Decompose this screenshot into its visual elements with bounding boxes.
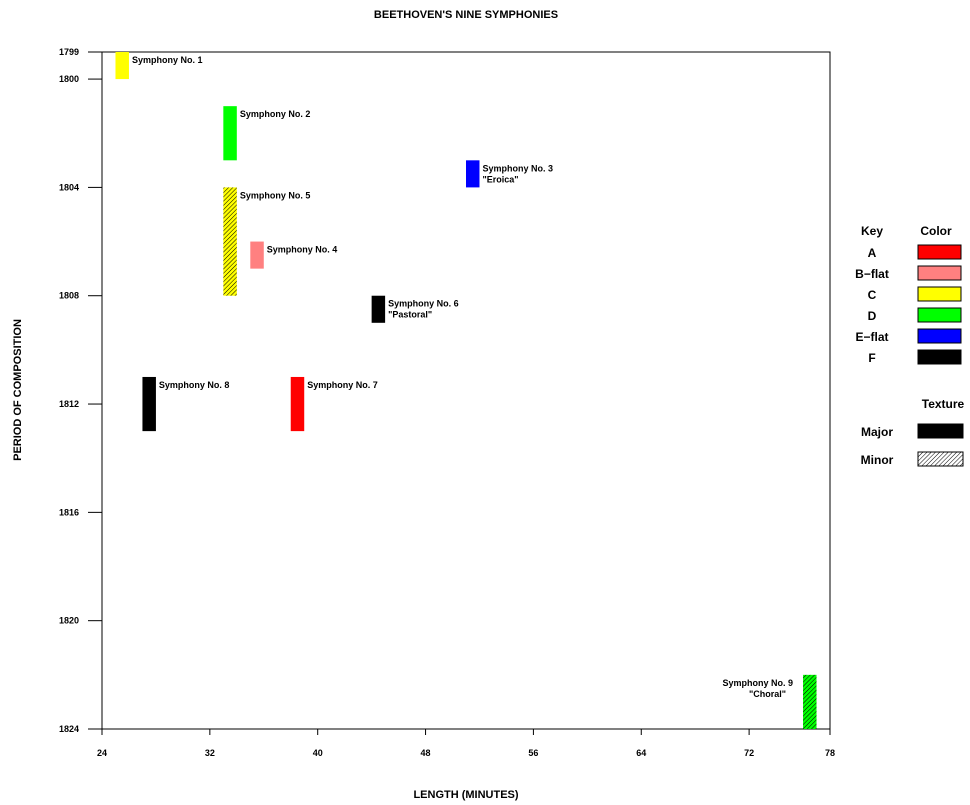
legend-color-swatch bbox=[917, 307, 962, 323]
bar bbox=[223, 106, 237, 161]
bar bbox=[803, 674, 817, 729]
bar-label: Symphony No. 6 bbox=[388, 299, 459, 309]
legend-key-label: D bbox=[868, 309, 877, 323]
x-tick-label: 40 bbox=[313, 748, 323, 758]
x-tick-label: 56 bbox=[528, 748, 538, 758]
bars: Symphony No. 1 Symphony No. 2 Symphony No.… bbox=[115, 52, 817, 729]
legend-color-swatch bbox=[917, 349, 962, 365]
plot-area bbox=[101, 51, 831, 730]
bar bbox=[115, 52, 129, 80]
legend-key-label: C bbox=[868, 288, 877, 302]
bar bbox=[250, 241, 264, 269]
legend-color-header: Color bbox=[920, 224, 952, 238]
y-axis-label: PERIOD OF COMPOSITION bbox=[12, 319, 24, 461]
bar bbox=[142, 376, 156, 432]
legend-key-label: A bbox=[868, 246, 877, 260]
x-tick-label: 32 bbox=[205, 748, 215, 758]
bar-label: Symphony No. 7 bbox=[307, 380, 378, 390]
legend-texture-header: Texture bbox=[922, 397, 965, 411]
legend-texture-label: Major bbox=[861, 425, 893, 439]
y-axis: 1799 1800 1804 1808 1812 1816 1820 1824 bbox=[59, 47, 102, 734]
bar-label: Symphony No. 4 bbox=[267, 245, 338, 255]
bar bbox=[466, 160, 480, 188]
bar bbox=[290, 376, 305, 432]
bar-sublabel: "Pastoral" bbox=[388, 310, 432, 320]
x-axis: 24 32 40 48 56 64 72 78 bbox=[97, 729, 835, 758]
bar bbox=[223, 187, 237, 296]
y-tick-label: 1824 bbox=[59, 724, 79, 734]
legend-texture-swatch bbox=[917, 423, 964, 439]
legend-key-label: E−flat bbox=[855, 330, 888, 344]
y-tick-label: 1799 bbox=[59, 47, 79, 57]
y-tick-label: 1804 bbox=[59, 182, 79, 192]
legend-key-label: F bbox=[868, 351, 875, 365]
legend-key-label: B−flat bbox=[855, 267, 889, 281]
y-tick-label: 1820 bbox=[59, 616, 79, 626]
chart-title: BEETHOVEN'S NINE SYMPHONIES bbox=[374, 9, 558, 21]
bar-label: Symphony No. 8 bbox=[159, 380, 230, 390]
bar-label: Symphony No. 9 bbox=[723, 678, 794, 688]
bar bbox=[371, 295, 386, 323]
legend: Key Color Texture A B−flat CD E−flat F Major M… bbox=[855, 224, 964, 467]
legend-color-swatch bbox=[917, 286, 962, 302]
x-tick-label: 64 bbox=[636, 748, 646, 758]
legend-color-swatch bbox=[917, 244, 962, 260]
bar-label: Symphony No. 1 bbox=[132, 55, 203, 65]
bar-label: Symphony No. 5 bbox=[240, 190, 311, 200]
y-tick-label: 1816 bbox=[59, 507, 79, 517]
bar-sublabel: "Choral" bbox=[749, 689, 786, 699]
bar-sublabel: "Eroica" bbox=[482, 174, 518, 184]
legend-color-swatch bbox=[917, 328, 962, 344]
legend-texture-label: Minor bbox=[861, 453, 894, 467]
legend-key-header: Key bbox=[861, 224, 883, 238]
x-tick-label: 78 bbox=[825, 748, 835, 758]
bar-label: Symphony No. 2 bbox=[240, 109, 311, 119]
x-tick-label: 48 bbox=[421, 748, 431, 758]
legend-color-swatch bbox=[917, 265, 962, 281]
y-tick-label: 1800 bbox=[59, 74, 79, 84]
x-axis-label: LENGTH (MINUTES) bbox=[413, 789, 518, 801]
y-tick-label: 1808 bbox=[59, 291, 79, 301]
x-tick-label: 72 bbox=[744, 748, 754, 758]
y-tick-label: 1812 bbox=[59, 399, 79, 409]
bar-label: Symphony No. 3 bbox=[482, 163, 553, 173]
x-tick-label: 24 bbox=[97, 748, 107, 758]
legend-texture-swatch bbox=[917, 451, 964, 467]
